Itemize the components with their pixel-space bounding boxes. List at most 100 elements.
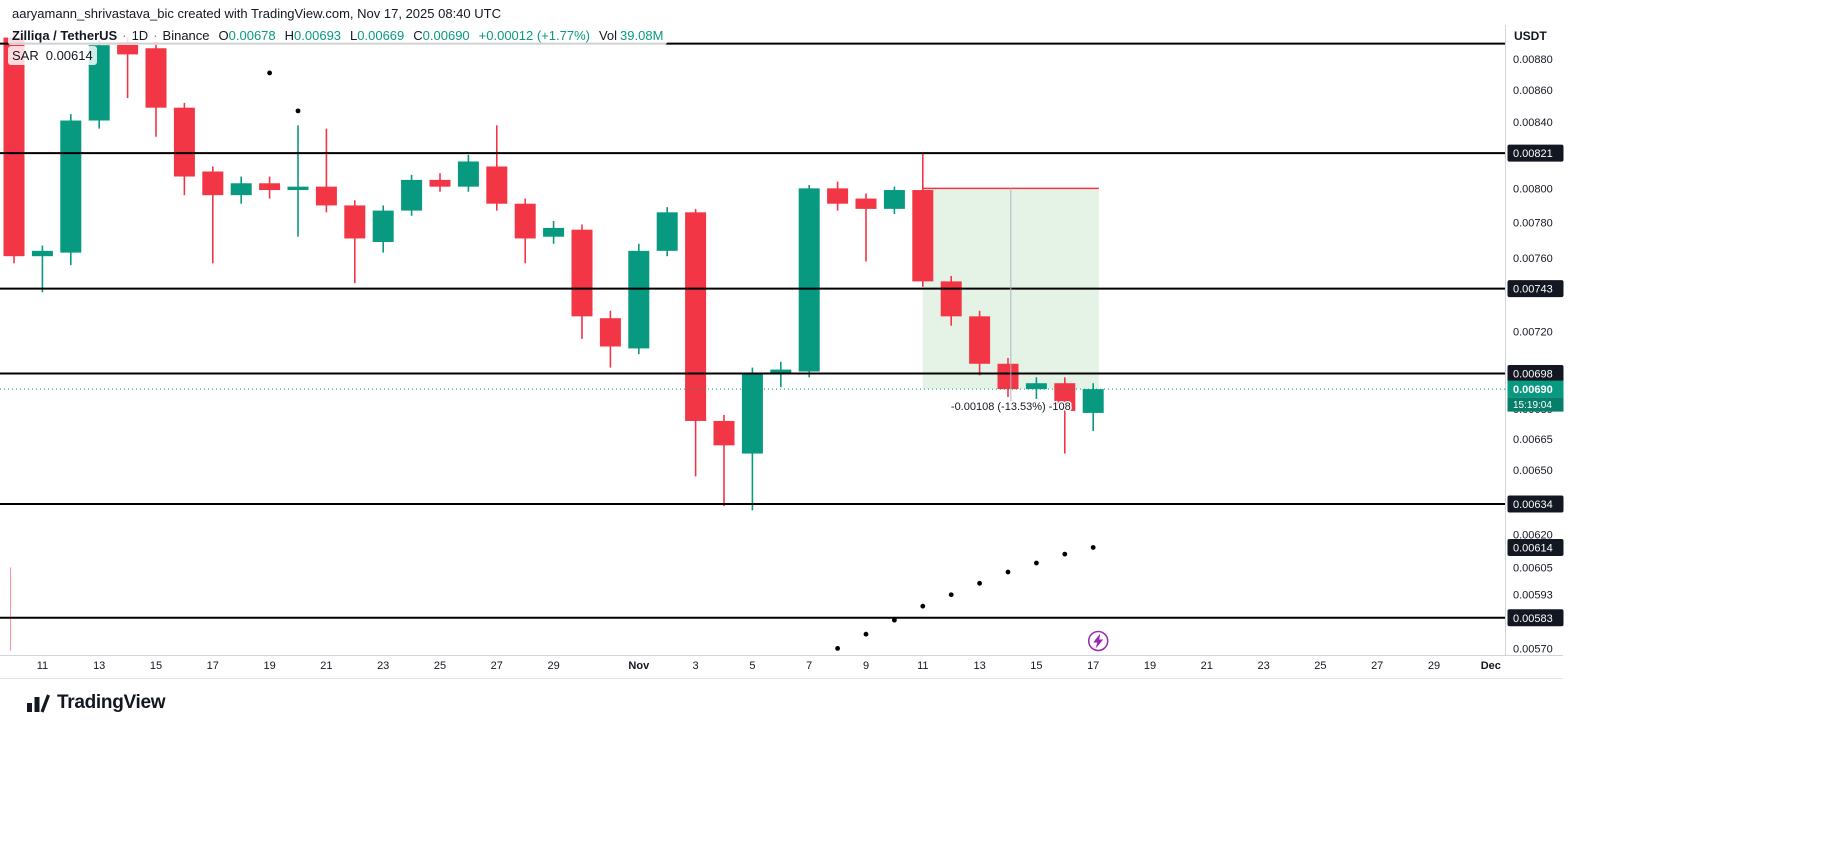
candle-body [31, 250, 53, 257]
footer: TradingView [26, 692, 166, 714]
candle-body [855, 198, 877, 209]
sar-dot [295, 108, 301, 114]
candle-body [287, 186, 309, 191]
price-badge-label: 0.00583 [1513, 613, 1553, 625]
symbol-name[interactable]: Zilliqa / TetherUS [12, 28, 118, 43]
candle-body [173, 107, 195, 177]
candle-body [883, 190, 905, 209]
time-axis[interactable]: 11 13 15 17 19 21 23 25 27 29 Nov 3 5 7 9 11 13 15 17 19 21 2… [37, 660, 1501, 672]
time-label: 11 [37, 660, 48, 672]
candle-body [543, 227, 565, 237]
time-label: Dec [1481, 660, 1501, 672]
ohlc-low: L0.00669 [350, 28, 405, 43]
price-tick-label: 0.00593 [1513, 590, 1553, 602]
time-label: 5 [749, 660, 755, 672]
price-tick-label: 0.00650 [1513, 465, 1553, 477]
price-badge [1507, 364, 1564, 382]
sar-dot [977, 580, 982, 586]
price-badge [1507, 144, 1564, 162]
ohlc-open: O0.00678 [218, 28, 276, 43]
time-label: 25 [1314, 660, 1326, 672]
time-label: 23 [1257, 660, 1269, 672]
price-tick-label: 0.00720 [1513, 326, 1553, 338]
time-label: 15 [150, 660, 162, 672]
candle-body [571, 229, 593, 317]
time-label: 27 [491, 660, 503, 672]
candle-body [656, 212, 678, 251]
price-badge-label: 0.00614 [1513, 542, 1553, 554]
countdown-label: 15:19:04 [1513, 400, 1552, 411]
indicator-name[interactable]: SAR [12, 48, 39, 63]
time-label: 27 [1371, 660, 1383, 672]
interval-selector[interactable]: 1D [131, 28, 149, 43]
indicator-value: 0.00614 [45, 48, 93, 63]
candle-body [145, 48, 167, 108]
exchange-name[interactable]: Binance [162, 28, 210, 43]
candle-body [429, 179, 451, 187]
time-label: 15 [1030, 660, 1042, 672]
chart-legend: Zilliqa / TetherUS · 1D · Binance O0.006… [8, 26, 668, 66]
price-level-badges: 0.00821 0.00743 0.00698 0.00634 0.00614 0.005… [1507, 144, 1564, 627]
countdown-badge [1507, 397, 1564, 412]
time-label: 13 [973, 660, 985, 672]
candle-body [940, 281, 962, 317]
indicator-row[interactable]: SAR 0.00614 [8, 46, 97, 65]
price-tick-label: 0.00760 [1513, 253, 1553, 265]
time-label: 13 [93, 660, 105, 672]
price-badge-label: 0.00698 [1513, 368, 1553, 380]
candles[interactable] [3, 33, 1104, 511]
price-badge-label: 0.00821 [1513, 148, 1553, 160]
axis-currency-label: USDT [1514, 29, 1547, 43]
horizontal-levels[interactable] [0, 42, 1505, 619]
candle-body [315, 186, 337, 206]
candle-body [230, 183, 252, 196]
separator: · [122, 28, 127, 43]
sar-dot [948, 592, 954, 598]
candle-body [741, 373, 763, 454]
volume: Vol 39.08M [598, 28, 664, 43]
price-badge [1507, 495, 1564, 513]
price-badge [1507, 538, 1564, 556]
time-label: 9 [863, 660, 869, 672]
candle-body [344, 205, 366, 239]
time-label: 17 [207, 660, 219, 672]
time-label: 21 [320, 660, 332, 672]
price-badge [1507, 280, 1564, 298]
sar-dot [1005, 569, 1011, 575]
price-badge-label: 0.00634 [1513, 499, 1553, 511]
candle-body [486, 166, 508, 204]
time-label: 21 [1201, 660, 1213, 672]
ohlc-close: C0.00690 [413, 28, 470, 43]
flash-icon[interactable] [1087, 630, 1109, 652]
price-tick-label: 0.00780 [1513, 218, 1553, 230]
ohlc-high: H0.00693 [284, 28, 342, 43]
symbol-row[interactable]: Zilliqa / TetherUS · 1D · Binance O0.006… [8, 26, 668, 45]
candle-body [514, 203, 536, 239]
sar-dot [835, 646, 840, 651]
price-tick-label: 0.00800 [1513, 183, 1553, 195]
measurement-label: -0.00108 (-13.53%) -108 [951, 401, 1071, 413]
time-label: 23 [377, 660, 389, 672]
attribution-text: aaryamann_shrivastava_bic created with T… [12, 6, 501, 21]
tradingview-logo-icon[interactable] [26, 692, 50, 714]
price-tick-label: 0.00880 [1513, 54, 1553, 66]
sar-dot [863, 631, 869, 637]
candle-body [60, 120, 82, 253]
time-label: 3 [693, 660, 699, 672]
time-label: 7 [806, 660, 812, 672]
candle-body [1025, 383, 1047, 390]
tradingview-wordmark[interactable]: TradingView [57, 692, 166, 713]
attribution-bar: aaryamann_shrivastava_bic created with T… [8, 5, 505, 22]
price-axis[interactable]: 0.00880 0.00860 0.00840 0.00800 0.00780 0.007… [1513, 54, 1553, 655]
price-tick-label: 0.00840 [1513, 117, 1553, 129]
price-tick-label: 0.00570 [1513, 643, 1553, 655]
candle-body [912, 190, 934, 282]
candle-body [997, 363, 1019, 390]
time-label: Nov [628, 660, 650, 672]
sar-dots [267, 70, 1096, 651]
candle-body [1082, 389, 1104, 413]
change-value: +0.00012 (+1.77%) [478, 28, 590, 43]
time-label: 29 [1428, 660, 1440, 672]
candle-body [202, 171, 224, 196]
